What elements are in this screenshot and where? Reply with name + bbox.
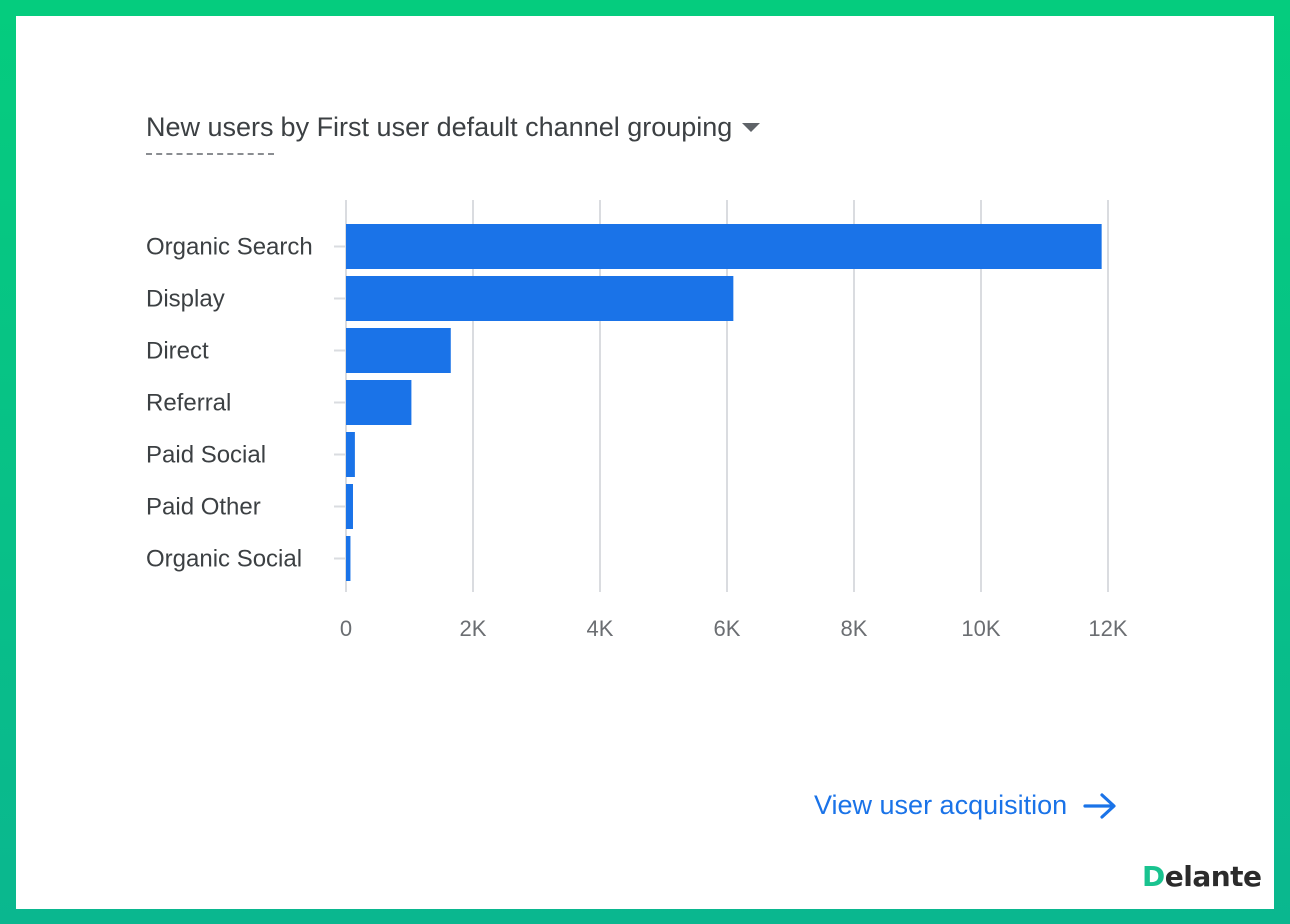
bar bbox=[346, 276, 734, 321]
category-label: Referral bbox=[146, 390, 231, 417]
x-tick-label: 6K bbox=[714, 616, 741, 641]
category-label: Organic Search bbox=[146, 234, 313, 261]
brand-logo-letter: D bbox=[1142, 860, 1165, 893]
brand-logo-text: elante bbox=[1164, 860, 1262, 893]
x-tick-label: 10K bbox=[961, 616, 1000, 641]
bar bbox=[346, 432, 355, 477]
dimension-label: by First user default channel grouping bbox=[280, 112, 733, 142]
category-label: Paid Other bbox=[146, 494, 261, 521]
bar bbox=[346, 484, 353, 529]
category-label: Direct bbox=[146, 338, 209, 365]
x-tick-label: 12K bbox=[1088, 616, 1127, 641]
x-tick-label: 8K bbox=[841, 616, 868, 641]
dropdown-caret-icon[interactable] bbox=[742, 123, 761, 132]
x-tick-label: 2K bbox=[460, 616, 487, 641]
arrow-right-icon bbox=[1083, 792, 1116, 819]
view-user-acquisition-label: View user acquisition bbox=[814, 790, 1068, 820]
bar bbox=[346, 380, 412, 425]
bar bbox=[346, 224, 1102, 269]
category-label: Organic Social bbox=[146, 546, 302, 573]
metric-selector[interactable]: New users bbox=[146, 112, 274, 155]
view-user-acquisition-link[interactable]: View user acquisition bbox=[814, 790, 1117, 821]
x-tick-label: 4K bbox=[587, 616, 614, 641]
bar bbox=[346, 328, 451, 373]
category-label: Display bbox=[146, 286, 225, 313]
x-tick-label: 0 bbox=[340, 616, 352, 641]
chart-title: New users by First user default channel … bbox=[146, 112, 761, 155]
category-label: Paid Social bbox=[146, 442, 266, 469]
bar bbox=[346, 536, 351, 581]
report-card bbox=[16, 16, 1274, 909]
